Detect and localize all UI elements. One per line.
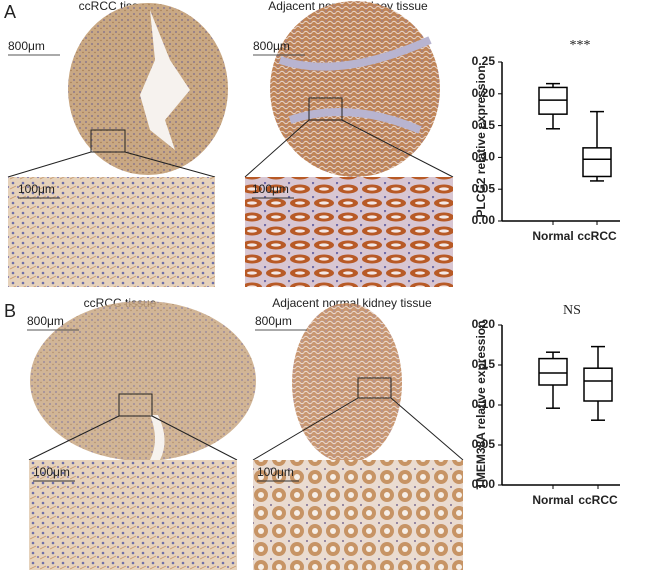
scale-label: 800μm [8, 39, 45, 53]
panel-label: B [4, 301, 16, 321]
scale-label: 100μm [33, 465, 70, 479]
zoom-line [252, 397, 359, 461]
zoom-box [308, 97, 343, 121]
box [538, 357, 568, 386]
zoom-line [390, 397, 464, 461]
scale-label: 800μm [253, 39, 290, 53]
zoom-line [28, 415, 120, 461]
scale-label: 100μm [18, 182, 55, 196]
annotation: *** [570, 38, 591, 53]
y-tick-label: 0.10 [472, 397, 496, 411]
x-tick-label: ccRCC [578, 493, 618, 507]
scale-label: 100μm [252, 182, 289, 196]
y-tick-label: 0.00 [472, 477, 496, 491]
zoom-box [357, 377, 392, 399]
y-axis-label: TMEM38A relative expression [474, 321, 488, 490]
zoom-image [245, 177, 453, 287]
zoom-image [8, 177, 215, 287]
box [582, 147, 612, 178]
zoom-line [151, 415, 238, 461]
y-tick-label: 0.20 [472, 86, 496, 100]
annotation: NS [563, 303, 581, 318]
zoom-line [244, 119, 310, 178]
box [583, 367, 613, 402]
y-tick-label: 0.05 [472, 437, 496, 451]
zoom-box [118, 393, 153, 417]
y-tick-label: 0.15 [472, 357, 496, 371]
x-tick-label: Normal [532, 493, 573, 507]
tissue-band [278, 36, 432, 134]
zoom-line [341, 119, 454, 178]
tissue-gap [150, 415, 165, 460]
panel-label: A [4, 2, 16, 22]
zoom-image [29, 460, 237, 570]
scale-label: 800μm [255, 314, 292, 328]
tissue-core [270, 1, 440, 177]
y-tick-label: 0.05 [472, 181, 496, 195]
y-tick-label: 0.20 [472, 317, 496, 331]
scale-label: 100μm [257, 465, 294, 479]
zoom-line [124, 151, 216, 178]
tissue-gap [140, 10, 190, 150]
y-axis-label: PLCG2 relative expression [474, 65, 488, 217]
scale-label: 800μm [27, 314, 64, 328]
y-tick-label: 0.10 [472, 150, 496, 164]
x-tick-label: Normal [532, 229, 573, 243]
image-title: Adjacent normal kidney tissue [272, 296, 432, 310]
tissue-core [292, 303, 402, 463]
zoom-line [7, 151, 92, 178]
tissue-core [30, 301, 256, 461]
y-tick-label: 0.00 [472, 213, 496, 227]
zoom-box [90, 129, 126, 153]
y-tick-label: 0.15 [472, 118, 496, 132]
y-tick-label: 0.25 [472, 54, 496, 68]
x-tick-label: ccRCC [577, 229, 617, 243]
zoom-image [253, 460, 463, 570]
